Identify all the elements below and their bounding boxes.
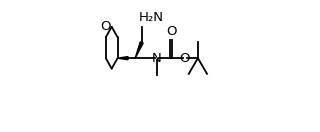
Text: O: O bbox=[180, 52, 190, 65]
Polygon shape bbox=[117, 57, 128, 60]
Text: O: O bbox=[166, 25, 177, 38]
Text: N: N bbox=[152, 52, 162, 65]
Text: O: O bbox=[100, 20, 111, 33]
Text: H₂N: H₂N bbox=[139, 11, 164, 24]
Polygon shape bbox=[135, 42, 143, 58]
